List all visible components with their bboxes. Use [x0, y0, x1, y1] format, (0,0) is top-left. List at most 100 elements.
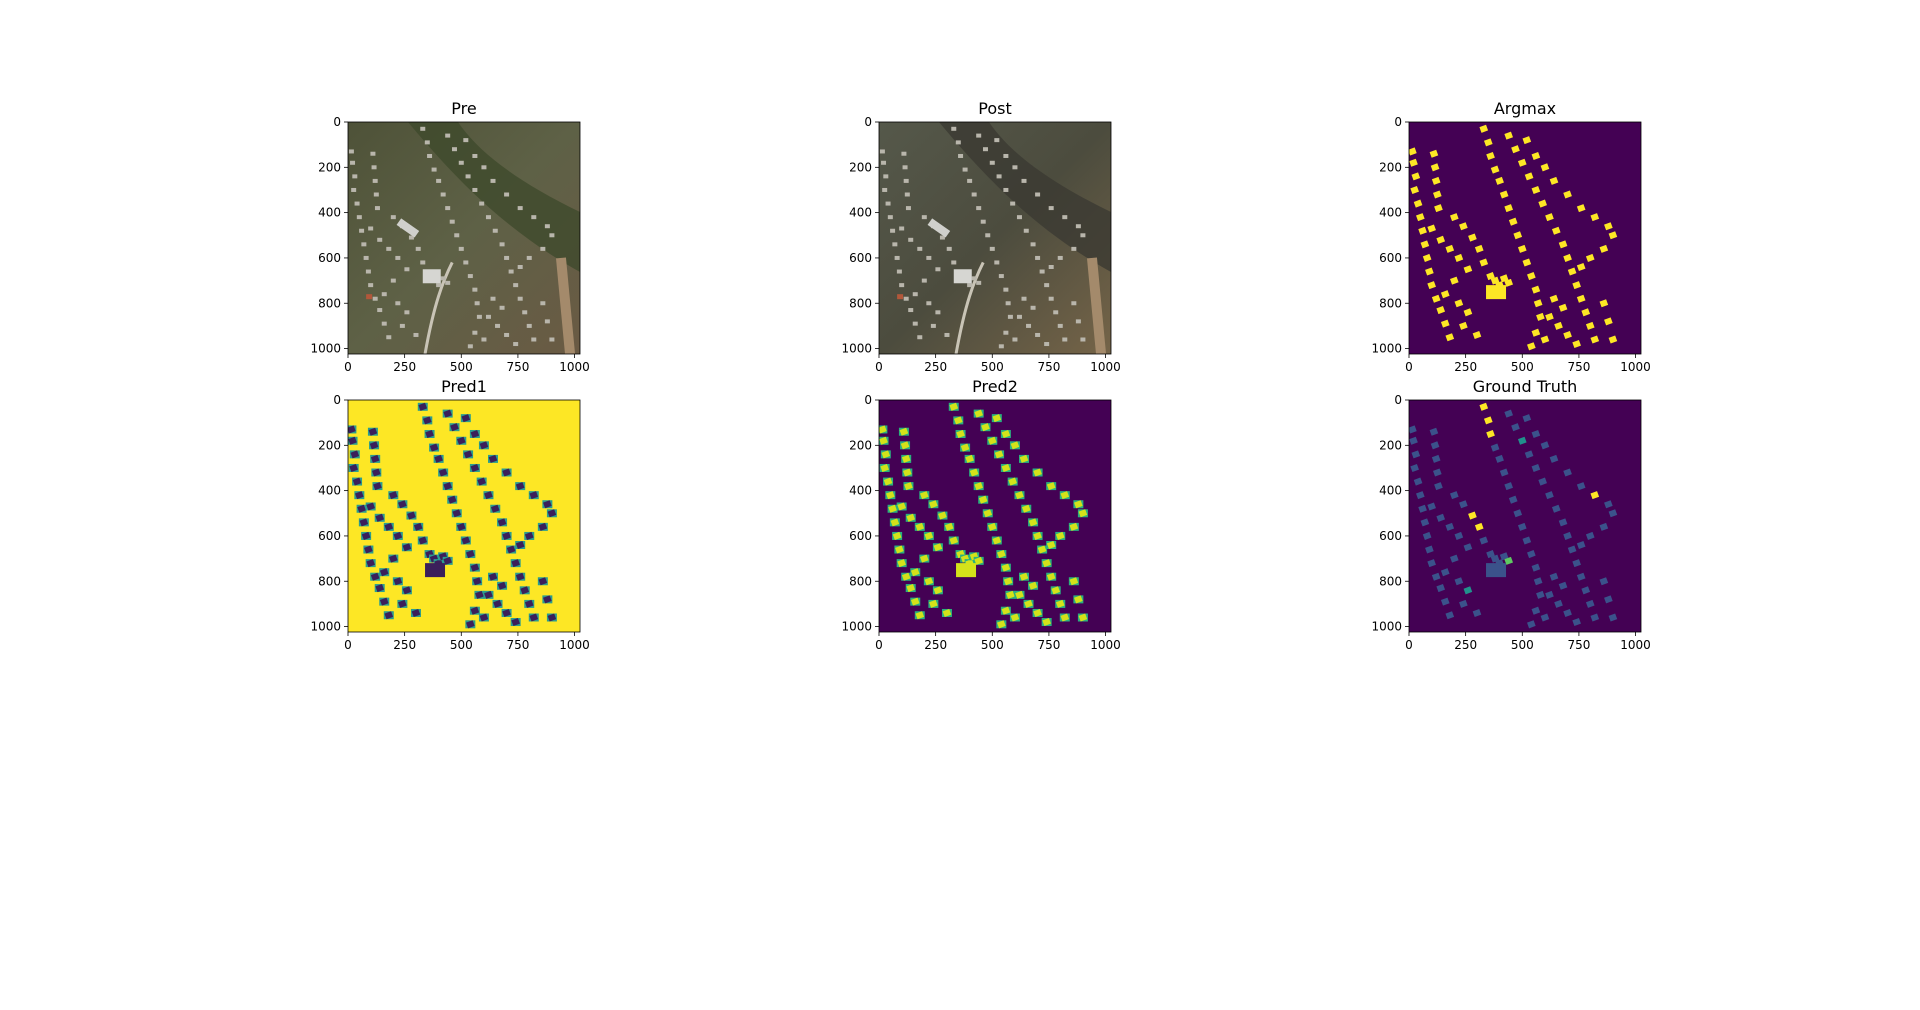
building-argmax	[1590, 335, 1600, 344]
building-gt	[1440, 597, 1450, 606]
building-gt	[1431, 572, 1441, 581]
building-pred2	[904, 482, 913, 491]
building-pred2	[929, 599, 938, 608]
building-argmax	[1581, 308, 1591, 317]
building-argmax	[1440, 290, 1450, 299]
building-pred2	[1078, 613, 1088, 622]
building-pred2	[960, 443, 970, 452]
roof	[517, 296, 523, 301]
building-pred1	[543, 500, 552, 509]
x-tick-label: 750	[1037, 638, 1060, 652]
building-gt	[1590, 613, 1600, 622]
building-gt	[1454, 531, 1464, 540]
roof	[476, 314, 482, 319]
roof	[499, 242, 505, 247]
building-pred1	[375, 513, 385, 522]
building-argmax	[1459, 321, 1468, 330]
roof	[1007, 314, 1013, 319]
roof	[436, 178, 442, 183]
x-tick-label: 250	[924, 360, 947, 374]
roof	[490, 178, 496, 183]
building-argmax	[1558, 240, 1568, 249]
building-argmax	[1504, 131, 1514, 140]
building-gt	[1411, 450, 1421, 459]
roof	[899, 226, 905, 231]
y-tick-label: 800	[849, 574, 872, 588]
roof	[1005, 301, 1011, 306]
building-gt	[1422, 531, 1432, 540]
building-pred1	[479, 441, 489, 450]
roof	[989, 246, 995, 251]
building-pred1	[520, 586, 530, 595]
building-pred1	[402, 543, 412, 552]
roof	[540, 301, 546, 306]
building-pred1	[368, 427, 378, 436]
y-tick-label: 400	[849, 484, 872, 498]
building-argmax	[1420, 240, 1430, 249]
building-argmax	[1554, 321, 1563, 330]
roof	[996, 174, 1002, 179]
building-pred1	[375, 584, 385, 593]
building-argmax	[1527, 342, 1536, 351]
building-pred2	[880, 463, 889, 472]
roof	[887, 215, 893, 220]
roof	[408, 235, 414, 240]
roof	[485, 215, 491, 220]
building-pred2	[997, 550, 1006, 559]
roof	[921, 215, 927, 220]
building-gt	[1549, 572, 1559, 581]
roof	[399, 323, 405, 328]
roof	[427, 153, 433, 158]
roof	[504, 255, 510, 260]
building-argmax	[1604, 317, 1613, 326]
building-gt	[1486, 429, 1495, 439]
roof	[903, 178, 909, 183]
building-argmax	[1454, 299, 1464, 308]
roof	[381, 321, 387, 326]
roof	[390, 215, 396, 220]
building-argmax	[1524, 172, 1534, 181]
roof	[474, 301, 480, 306]
building-argmax	[1585, 321, 1595, 330]
building-argmax	[1508, 217, 1518, 226]
roof	[513, 283, 519, 288]
building-argmax	[1545, 213, 1554, 222]
y-tick-label: 600	[318, 251, 341, 265]
x-tick-label: 250	[393, 638, 416, 652]
building-pred2	[1001, 563, 1011, 572]
axes-frame	[878, 399, 1112, 633]
building-gt	[1483, 416, 1493, 425]
building-gt	[1449, 491, 1459, 500]
building-pred2	[1069, 577, 1079, 586]
building-pred1	[355, 491, 364, 500]
building-gt	[1533, 577, 1543, 586]
building-pred1	[529, 491, 539, 500]
building-pred1	[443, 409, 453, 418]
building-pred1	[384, 522, 394, 531]
building-pred2	[910, 568, 920, 577]
building-pred2	[1074, 595, 1083, 604]
roof	[377, 237, 383, 242]
image-post	[879, 122, 1111, 354]
building-pred1	[438, 468, 448, 477]
y-tick-label: 200	[1379, 438, 1402, 452]
building-pred1	[524, 531, 534, 540]
building-pred2	[1019, 572, 1029, 581]
large-roof	[927, 218, 951, 238]
building-pred2	[879, 436, 888, 445]
x-tick-label: 0	[875, 360, 883, 374]
building-pred1	[547, 509, 557, 518]
building-pred2	[1046, 482, 1056, 491]
roof	[449, 219, 455, 224]
roof	[926, 255, 932, 260]
roof	[374, 206, 380, 211]
building-argmax	[1604, 222, 1613, 231]
building-argmax	[1416, 213, 1425, 222]
building-gt	[1504, 409, 1514, 418]
x-tick-label: 250	[393, 360, 416, 374]
roof	[902, 165, 908, 170]
roof	[1026, 323, 1032, 328]
building-pred2	[903, 468, 912, 477]
